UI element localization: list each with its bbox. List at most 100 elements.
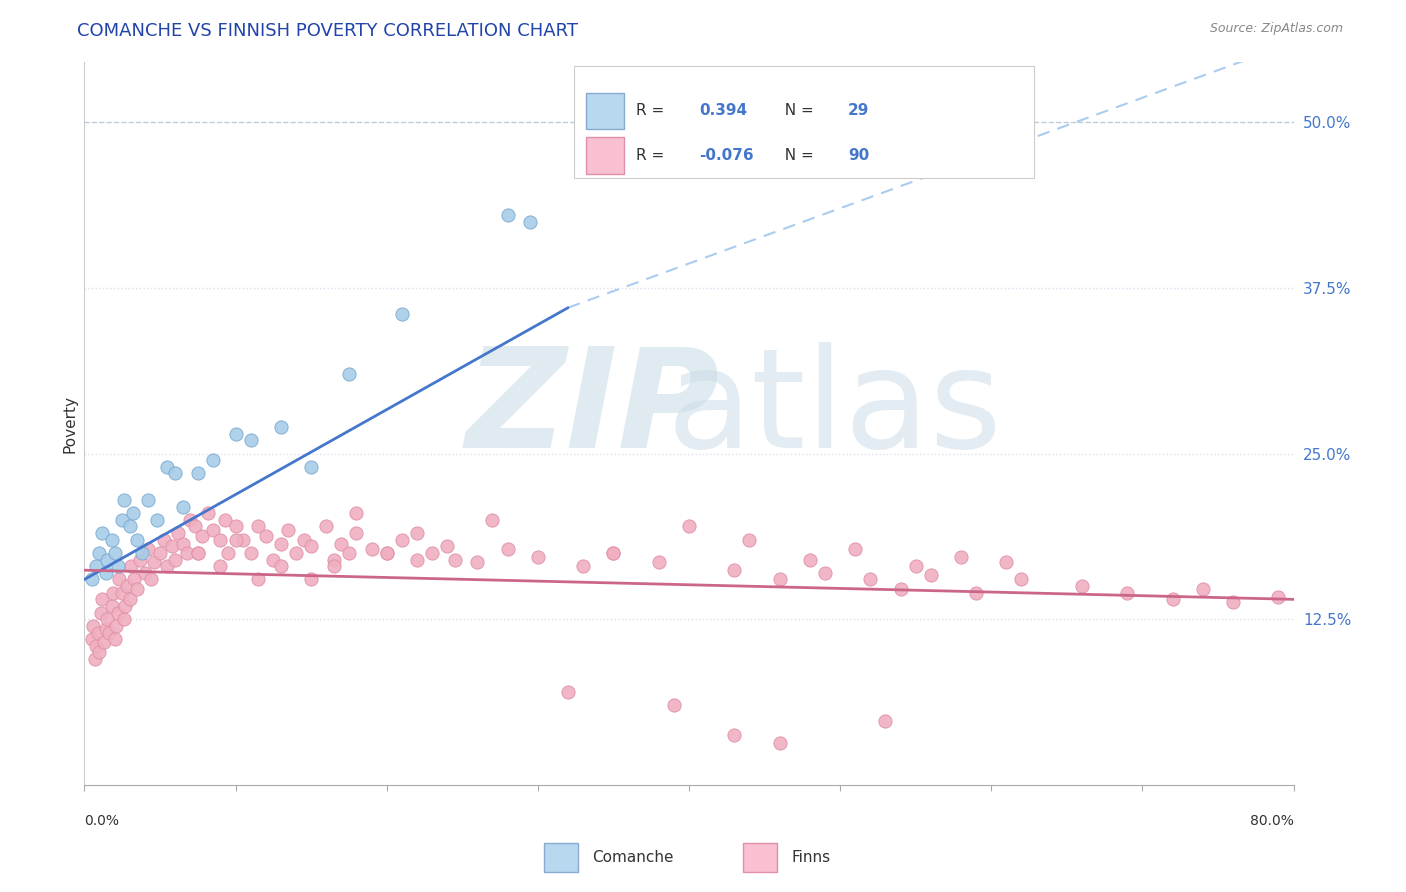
Point — [225, 533, 247, 547]
Point — [134, 566, 156, 580]
Point — [769, 735, 792, 749]
Point — [662, 698, 685, 713]
Point — [360, 541, 382, 556]
Point — [100, 599, 122, 613]
Point — [187, 546, 209, 560]
Point — [285, 546, 308, 560]
Point — [247, 573, 270, 587]
Point — [375, 546, 398, 560]
Point — [270, 559, 292, 574]
Point — [209, 533, 232, 547]
Point — [420, 546, 443, 560]
Point — [406, 552, 429, 566]
Point — [142, 555, 165, 569]
Point — [254, 529, 277, 543]
Point — [1011, 573, 1033, 587]
Text: 29: 29 — [848, 103, 869, 119]
Point — [239, 546, 262, 560]
Point — [127, 533, 149, 547]
Point — [107, 559, 129, 574]
Text: N =: N = — [775, 148, 820, 163]
Point — [82, 619, 104, 633]
Point — [191, 529, 214, 543]
Point — [139, 573, 162, 587]
Point — [527, 549, 550, 564]
Point — [965, 585, 987, 599]
Point — [557, 685, 579, 699]
Point — [814, 566, 837, 580]
FancyBboxPatch shape — [586, 137, 624, 174]
Point — [84, 652, 107, 666]
Point — [875, 714, 897, 729]
Point — [93, 634, 115, 648]
Point — [904, 559, 927, 574]
Point — [225, 426, 247, 441]
Point — [496, 541, 519, 556]
Point — [346, 526, 368, 541]
Point — [232, 533, 254, 547]
Point — [1267, 590, 1289, 604]
Point — [1222, 595, 1244, 609]
Point — [1116, 585, 1139, 599]
Point — [519, 214, 541, 228]
Point — [201, 524, 224, 538]
Point — [104, 546, 127, 560]
Point — [96, 612, 118, 626]
Point — [391, 533, 413, 547]
Point — [995, 555, 1018, 569]
Point — [172, 537, 194, 551]
Point — [80, 632, 103, 647]
Point — [738, 533, 761, 547]
Point — [239, 434, 262, 448]
Point — [112, 492, 135, 507]
Point — [890, 582, 912, 596]
Text: atlas: atlas — [666, 342, 1002, 476]
Point — [90, 606, 112, 620]
Point — [496, 208, 519, 222]
Point — [330, 537, 353, 551]
Point — [131, 546, 153, 560]
Point — [270, 420, 292, 434]
Point — [1161, 592, 1184, 607]
Point — [1071, 579, 1094, 593]
FancyBboxPatch shape — [574, 66, 1033, 178]
Text: 0.394: 0.394 — [699, 103, 748, 119]
FancyBboxPatch shape — [544, 843, 578, 871]
Point — [217, 546, 239, 560]
Point — [187, 546, 209, 560]
Point — [187, 467, 209, 481]
Point — [101, 585, 124, 599]
Point — [118, 519, 141, 533]
Point — [197, 506, 219, 520]
Point — [723, 728, 745, 742]
Point — [129, 552, 152, 566]
Point — [299, 539, 322, 553]
Point — [127, 582, 149, 596]
Point — [315, 519, 337, 533]
Point — [86, 639, 108, 653]
Point — [322, 559, 344, 574]
Point — [111, 513, 134, 527]
Point — [270, 537, 292, 551]
Point — [678, 519, 700, 533]
Point — [723, 563, 745, 577]
Text: Source: ZipAtlas.com: Source: ZipAtlas.com — [1209, 22, 1343, 36]
Point — [136, 492, 159, 507]
Point — [179, 513, 201, 527]
Point — [172, 500, 194, 514]
Point — [136, 541, 159, 556]
Point — [80, 573, 103, 587]
Point — [859, 573, 882, 587]
Point — [183, 519, 205, 533]
Point — [950, 549, 973, 564]
Point — [225, 519, 247, 533]
Point — [112, 612, 135, 626]
Point — [467, 555, 489, 569]
Text: ZIP: ZIP — [465, 342, 720, 476]
Point — [648, 555, 671, 569]
Point — [769, 573, 792, 587]
Point — [337, 546, 360, 560]
Text: R =: R = — [637, 103, 669, 119]
Point — [122, 573, 145, 587]
Point — [111, 585, 134, 599]
